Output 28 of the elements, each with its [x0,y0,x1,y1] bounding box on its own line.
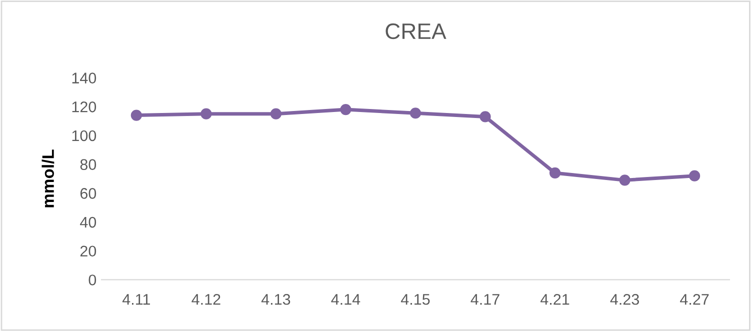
point [619,174,630,186]
y-tick-label: 140 [72,72,96,84]
chart-title: CREA [386,23,446,40]
point [549,167,561,179]
x-tick-label: 4.13 [261,294,290,305]
x-tick-label: 4.11 [122,294,150,305]
y-tick-label: 40 [80,216,96,228]
point [410,108,422,119]
x-tick-label: 4.21 [540,294,570,305]
x-tick-label: 4.17 [470,294,500,305]
y-tick-label: 100 [72,130,96,142]
x-tick-label: 4.15 [400,294,430,305]
y-axis-title: mmol/L [42,150,54,208]
point [689,170,700,182]
y-tick-label: 20 [80,246,96,257]
point [130,110,142,121]
x-tick-label: 4.14 [331,294,360,305]
point [480,111,491,122]
y-tick-label: 80 [80,159,96,170]
y-tick-label: 0 [88,274,96,286]
y-tick-label: 60 [80,188,96,199]
point [270,108,282,120]
x-tick-label: 4.27 [680,294,709,305]
x-tick-label: 4.12 [192,294,220,305]
x-tick-label: 4.23 [610,294,639,305]
point [200,108,212,120]
point [340,104,352,116]
y-tick-label: 120 [72,101,96,112]
